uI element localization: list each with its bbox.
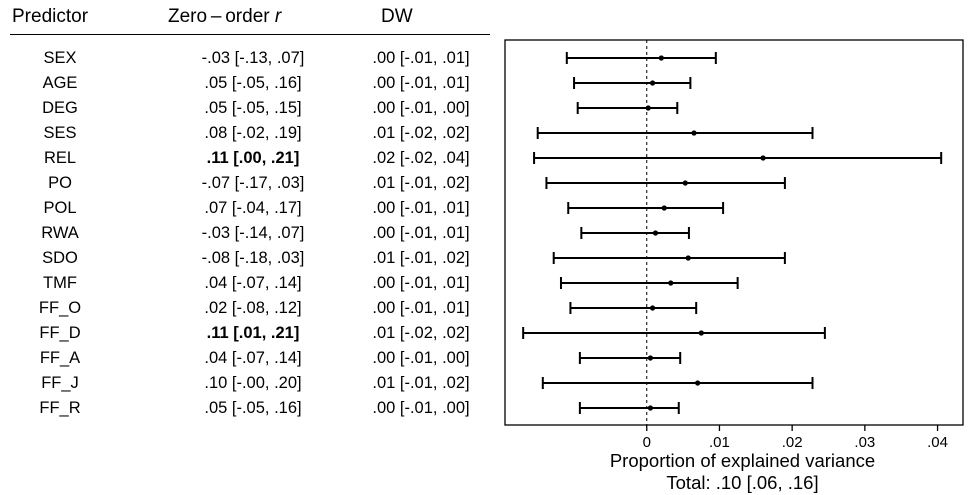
error-bar-sex [565,52,717,64]
point-estimate [652,230,659,236]
header-predictor: Predictor [12,6,89,27]
point-estimate [668,280,674,286]
header-zero-order-r-symbol: r [274,6,282,27]
point-estimate [647,405,653,411]
predictor-label: SEX [43,49,77,67]
error-bar-sdo [552,252,786,264]
predictor-label: TMF [43,274,77,292]
zero-order-r-value: .05 [-.05, .16] [204,399,302,417]
zero-order-r-value: .11 [.00, .21] [206,149,300,167]
point-estimate [658,55,664,61]
point-estimate [649,80,656,86]
error-bar-pol [567,202,725,214]
zero-order-r-value: .05 [-.05, .15] [204,99,302,117]
predictor-label: REL [43,149,77,167]
x-tick-label: .01 [709,434,730,451]
predictor-label: PO [48,174,72,192]
zero-order-r-value: .05 [-.05, .16] [204,74,302,92]
predictor-label: FF_D [39,324,81,342]
dw-value: .01 [-.01, .02] [372,174,470,192]
point-estimate [661,205,667,211]
predictor-label: FF_A [39,349,81,367]
x-tick-label: .04 [927,434,948,451]
dw-value: .01 [-.02, .02] [372,324,470,342]
point-estimate [698,330,704,336]
zero-order-r-value: -.08 [-.18, .03] [201,249,305,267]
zero-order-r-value: .08 [-.02, .19] [204,124,302,142]
dw-value: .00 [-.01, .00] [372,99,470,117]
zero-order-r-value: -.03 [-.14, .07] [201,224,305,242]
error-bar-ff-d [522,327,826,339]
zero-order-r-value: .10 [-.00, .20] [204,374,302,392]
zero-order-r-value: .04 [-.07, .14] [204,349,302,367]
error-bar-ff-j [541,377,814,389]
dw-value: .01 [-.02, .02] [372,124,470,142]
error-bar-ff-r [578,402,680,414]
header-zero-order-prefix: Zero – order [168,6,275,27]
point-estimate [685,255,691,261]
zero-order-r-value: .07 [-.04, .17] [204,199,302,217]
error-bar-po [545,177,786,189]
error-bar-ff-a [578,352,682,364]
point-estimate [649,305,656,311]
dw-value: .00 [-.01, .01] [372,274,470,292]
header-zero-order-r: Zero – order r [168,6,281,28]
zero-order-r-value: -.03 [-.13, .07] [201,49,305,67]
error-bar-ff-o [569,302,698,314]
dw-value: .00 [-.01, .00] [372,399,470,417]
predictor-label: FF_O [38,299,82,317]
predictor-label: SDO [42,249,78,267]
zero-order-r-value: .11 [.01, .21] [206,324,300,342]
dw-value: .01 [-.01, .02] [372,249,470,267]
predictor-label: POL [43,199,77,217]
predictor-label: SES [43,124,77,142]
point-estimate [647,355,653,361]
predictor-label: FF_J [41,374,79,392]
header-rule [10,34,490,35]
dw-value: .00 [-.01, .01] [372,224,470,242]
x-tick-label: .03 [854,434,875,451]
predictor-label: DEG [42,99,78,117]
plot-marks [522,52,943,414]
dw-value: .00 [-.01, .01] [372,299,470,317]
error-bar-rwa [580,227,690,239]
dw-value: .01 [-.01, .02] [372,374,470,392]
point-estimate [682,180,688,186]
x-axis-ticks: 0 .01 .02 .03 .04 [643,425,948,451]
point-estimate [760,155,766,161]
zero-order-r-value: .02 [-.08, .12] [204,299,302,317]
point-estimate [691,130,697,136]
predictor-label: FF_R [39,399,81,417]
plot-frame [504,39,964,426]
x-axis-label: Proportion of explained variance [609,450,876,471]
chart-subtitle: Total: .10 [.06, .16] [666,472,819,493]
x-tick-label: 0 [643,434,651,451]
dw-value: .00 [-.01, .01] [372,74,470,92]
error-bar-deg [576,102,679,114]
error-bar-rel [533,152,943,164]
dw-value: .00 [-.01, .00] [372,349,470,367]
zero-order-r-value: -.07 [-.17, .03] [201,174,305,192]
x-tick-label: .02 [782,434,803,451]
dw-value: .00 [-.01, .01] [372,49,470,67]
point-estimate [695,380,701,386]
header-dw: DW [381,6,413,27]
zero-order-r-value: .04 [-.07, .14] [204,274,302,292]
dw-value: .02 [-.02, .04] [372,149,470,167]
error-bar-ses [536,127,814,139]
error-bar-tmf [559,277,739,289]
predictor-label: AGE [42,74,78,92]
dw-value: .00 [-.01, .01] [372,199,470,217]
predictor-label: RWA [41,224,79,242]
point-estimate [645,105,651,111]
error-bar-age [573,77,692,89]
